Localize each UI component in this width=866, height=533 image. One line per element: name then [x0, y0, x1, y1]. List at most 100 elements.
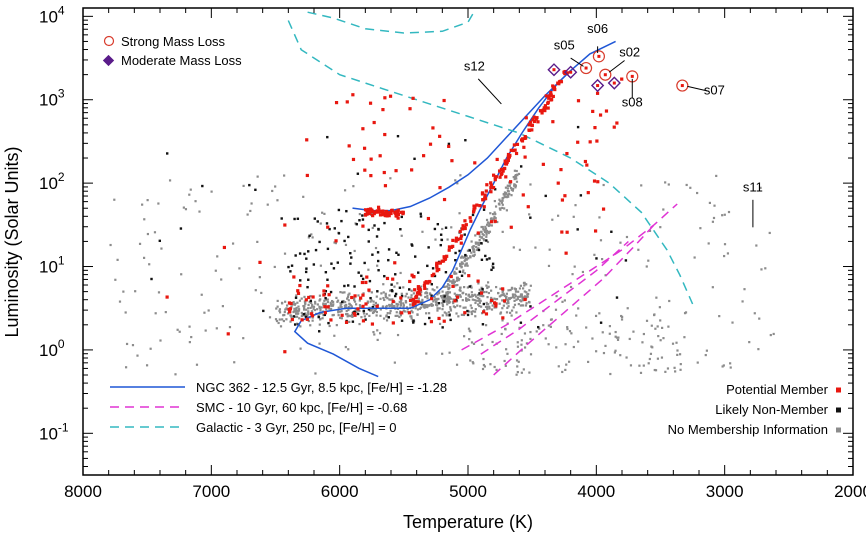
no-info-point [521, 299, 525, 302]
no-info-point [598, 312, 601, 315]
no-info-point [452, 305, 455, 308]
no-info-point [290, 316, 293, 319]
no-info-point [463, 259, 466, 263]
no-info-point [412, 292, 415, 295]
no-info-point [358, 322, 361, 326]
no-info-point [382, 317, 386, 320]
no-info-point [571, 273, 574, 276]
no-info-point [457, 315, 460, 318]
no-info-point [481, 233, 484, 236]
no-info-point [340, 317, 343, 320]
potential-member-point [371, 214, 375, 218]
no-info-point [510, 286, 514, 289]
no-info-point [444, 293, 448, 297]
no-info-point [295, 315, 299, 318]
non-member-point [439, 243, 442, 247]
no-info-point [384, 292, 387, 295]
no-info-point [572, 345, 575, 349]
no-info-point [284, 308, 287, 311]
no-info-point [501, 230, 504, 233]
no-info-point [278, 311, 282, 314]
no-info-point [384, 294, 387, 297]
no-info-point [453, 306, 457, 309]
no-info-point [297, 305, 300, 308]
no-info-point [484, 227, 488, 230]
no-info-point [326, 300, 329, 304]
no-info-point [555, 294, 558, 298]
no-info-point [468, 329, 471, 332]
potential-member-point [593, 126, 597, 130]
no-info-point [529, 183, 532, 186]
potential-member-point [595, 139, 599, 143]
non-member-point [324, 271, 328, 274]
non-member-point [329, 290, 333, 294]
no-info-point [362, 292, 365, 295]
potential-member-point [500, 171, 504, 176]
no-info-point [437, 292, 440, 295]
no-info-point [468, 298, 471, 302]
no-info-point [506, 194, 509, 197]
no-info-point [469, 284, 473, 288]
no-info-point [523, 332, 527, 335]
potential-member-point [288, 307, 293, 311]
non-member-point [302, 312, 306, 316]
y-tick-label: 102 [39, 170, 65, 193]
potential-member-point [393, 261, 397, 265]
no-info-point [485, 290, 488, 294]
potential-member-point [620, 77, 624, 81]
non-member-point [454, 251, 457, 255]
no-info-point [375, 314, 378, 317]
moderate-mass-loss-marker [590, 78, 605, 93]
potential-member-point [557, 80, 562, 84]
potential-member-point [447, 245, 452, 249]
no-info-point [395, 311, 398, 314]
no-info-point [514, 290, 518, 293]
no-info-point [297, 308, 301, 311]
non-member-point [466, 313, 470, 317]
no-info-point [493, 199, 496, 203]
no-info-point [490, 217, 493, 220]
no-info-point [478, 235, 482, 238]
no-info-point [599, 239, 603, 242]
annotation-leader-s12 [477, 78, 502, 105]
no-info-point [564, 368, 567, 372]
non-member-point [490, 268, 493, 272]
no-info-point [658, 306, 661, 309]
no-info-point [204, 329, 207, 332]
no-info-point [613, 351, 616, 354]
non-member-point [347, 235, 350, 239]
potential-member-point [353, 313, 357, 317]
no-info-point [275, 319, 279, 323]
no-info-point [514, 176, 517, 179]
no-info-point [398, 315, 401, 319]
no-info-point [505, 302, 509, 305]
no-info-point [509, 288, 512, 292]
moderate-mass-loss-marker [607, 76, 621, 90]
moderate-mass-loss-core [569, 70, 573, 74]
non-member-point [293, 217, 296, 221]
no-info-point [467, 310, 471, 313]
no-info-point [320, 306, 323, 309]
no-info-point [459, 289, 462, 292]
no-info-point [483, 239, 486, 242]
no-info-point [316, 308, 319, 311]
non-member-point [362, 309, 366, 313]
no-info-point [561, 370, 564, 374]
potential-member-point [521, 137, 525, 141]
non-member-point [440, 238, 444, 242]
strong-mass-loss-marker [676, 79, 689, 92]
no-info-point [391, 298, 394, 301]
no-info-point [466, 286, 469, 289]
non-member-point [427, 246, 430, 249]
no-info-point [463, 335, 466, 338]
no-info-point [441, 298, 444, 301]
no-info-point [547, 324, 550, 327]
no-info-point [507, 302, 510, 305]
potential-member-point [541, 162, 545, 166]
legend-label-ngc362: NGC 362 - 12.5 Gyr, 8.5 kpc, [Fe/H] = -1… [196, 380, 447, 395]
no-info-point [535, 330, 538, 333]
no-info-point [286, 304, 289, 307]
no-info-point [456, 304, 459, 307]
no-info-point [473, 293, 476, 296]
no-info-point [160, 247, 163, 250]
